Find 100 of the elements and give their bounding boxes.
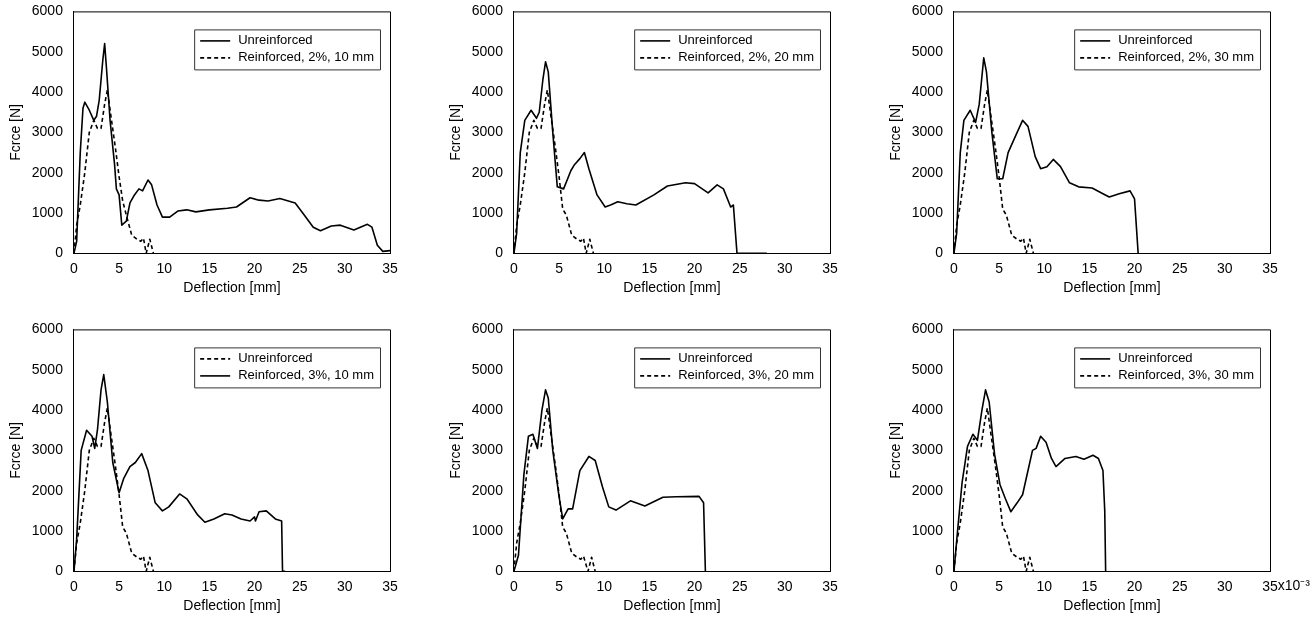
y-tick-label: 5000 [471, 42, 504, 59]
y-tick-label: 6000 [471, 2, 504, 19]
y-tick-label: 3000 [911, 441, 944, 458]
x-tick-label: 30 [1217, 259, 1233, 276]
y-tick-label: 3000 [471, 441, 504, 458]
x-tick-label: 15 [201, 577, 218, 594]
y-tick-label: 0 [55, 244, 64, 261]
x-tick-label: 0 [70, 259, 79, 276]
legend-label: Unreinforced [678, 350, 753, 366]
legend-label: Unreinforced [238, 32, 313, 48]
y-tick-label: 1000 [471, 521, 504, 538]
x-tick-label: 5 [555, 577, 564, 594]
legend-label: Reinforced, 3%, 10 mm [238, 367, 375, 383]
y-tick-label: 1000 [31, 521, 64, 538]
x-tick-label: 35 [382, 577, 398, 594]
x-tick-label: 0 [510, 577, 519, 594]
y-tick-label: 5000 [31, 42, 64, 59]
x-axis-title: Deflection [mm] [623, 279, 721, 296]
x-tick-label: 35 [822, 259, 838, 276]
legend-label: Unreinforced [1118, 350, 1193, 366]
legend-label: Reinforced, 2%, 10 mm [238, 49, 375, 65]
x-axis-title: Deflection [mm] [1063, 597, 1161, 614]
x-tick-label: 30 [337, 259, 353, 276]
y-axis-title: Fcrce [N] [7, 422, 24, 479]
x-tick-label: 5 [115, 259, 124, 276]
y-tick-label: 6000 [911, 2, 944, 19]
x-tick-label: 35 [1262, 259, 1278, 276]
x-tick-label: 15 [641, 259, 658, 276]
x-tick-label: 25 [731, 577, 748, 594]
x-tick-label: 35 [822, 577, 838, 594]
y-tick-label: 2000 [911, 163, 944, 180]
y-tick-label: 3000 [471, 123, 504, 140]
y-tick-label: 0 [935, 562, 944, 579]
x-tick-label: 10 [596, 259, 613, 276]
y-tick-label: 6000 [471, 320, 504, 337]
x-tick-label: 0 [70, 577, 79, 594]
y-tick-label: 4000 [31, 82, 64, 99]
text: x10⁻³ [1277, 577, 1311, 594]
x-tick-label: 25 [1171, 259, 1188, 276]
y-tick-label: 4000 [31, 400, 64, 417]
y-axis-title: Fcrce [N] [887, 104, 904, 161]
y-tick-label: 1000 [911, 203, 944, 220]
y-tick-label: 2000 [911, 481, 944, 498]
x-tick-label: 15 [641, 577, 658, 594]
x-tick-label: 10 [156, 577, 173, 594]
x-tick-label: 0 [950, 577, 959, 594]
legend-label: Unreinforced [1118, 32, 1193, 48]
x-tick-label: 25 [1171, 577, 1188, 594]
x-tick-label: 10 [1036, 259, 1053, 276]
y-axis-title: Fcrce [N] [7, 104, 24, 161]
x-tick-label: 20 [686, 577, 703, 594]
x-tick-label: 5 [995, 577, 1004, 594]
legend-label: Unreinforced [238, 350, 313, 366]
x-tick-label: 5 [115, 577, 124, 594]
y-tick-label: 2000 [471, 163, 504, 180]
x-tick-label: 5 [995, 259, 1004, 276]
x-tick-label: 30 [777, 577, 793, 594]
y-tick-label: 2000 [471, 481, 504, 498]
x-tick-label: 0 [510, 259, 519, 276]
x-axis-title: Deflection [mm] [1063, 279, 1161, 296]
legend-label: Reinforced, 2%, 20 mm [678, 49, 815, 65]
y-axis-title: Fcrce [N] [447, 104, 464, 161]
y-axis-title: Fcrce [N] [887, 422, 904, 479]
y-tick-label: 0 [55, 562, 64, 579]
x-tick-label: 15 [1081, 577, 1098, 594]
x-tick-label: 10 [1036, 577, 1053, 594]
x-tick-label: 10 [596, 577, 613, 594]
y-tick-label: 0 [935, 244, 944, 261]
x-tick-label: 25 [291, 259, 308, 276]
legend-label: Unreinforced [678, 32, 753, 48]
x-tick-label: 15 [1081, 259, 1098, 276]
y-tick-label: 6000 [911, 320, 944, 337]
legend-label: Reinforced, 3%, 20 mm [678, 367, 815, 383]
x-tick-label: 20 [1126, 577, 1143, 594]
y-tick-label: 4000 [471, 82, 504, 99]
x-tick-label: 35 [1262, 577, 1278, 594]
y-tick-label: 1000 [31, 203, 64, 220]
y-axis-title: Fcrce [N] [447, 422, 464, 479]
x-axis-title: Deflection [mm] [623, 597, 721, 614]
x-tick-label: 20 [1126, 259, 1143, 276]
y-tick-label: 3000 [31, 441, 64, 458]
y-tick-label: 6000 [31, 320, 64, 337]
legend-label: Reinforced, 3%, 30 mm [1118, 367, 1255, 383]
x-tick-label: 0 [950, 259, 959, 276]
y-tick-label: 1000 [911, 521, 944, 538]
x-tick-label: 20 [246, 259, 263, 276]
y-tick-label: 4000 [471, 400, 504, 417]
x-tick-label: 25 [291, 577, 308, 594]
legend-label: Reinforced, 2%, 30 mm [1118, 49, 1255, 65]
y-tick-label: 3000 [911, 123, 944, 140]
x-tick-label: 30 [337, 577, 353, 594]
y-tick-label: 4000 [911, 400, 944, 417]
x-axis-title: Deflection [mm] [183, 279, 281, 296]
y-tick-label: 2000 [31, 481, 64, 498]
y-tick-label: 5000 [911, 42, 944, 59]
y-tick-label: 3000 [31, 123, 64, 140]
x-tick-label: 10 [156, 259, 173, 276]
y-tick-label: 0 [495, 562, 504, 579]
y-tick-label: 0 [495, 244, 504, 261]
x-tick-label: 30 [777, 259, 793, 276]
